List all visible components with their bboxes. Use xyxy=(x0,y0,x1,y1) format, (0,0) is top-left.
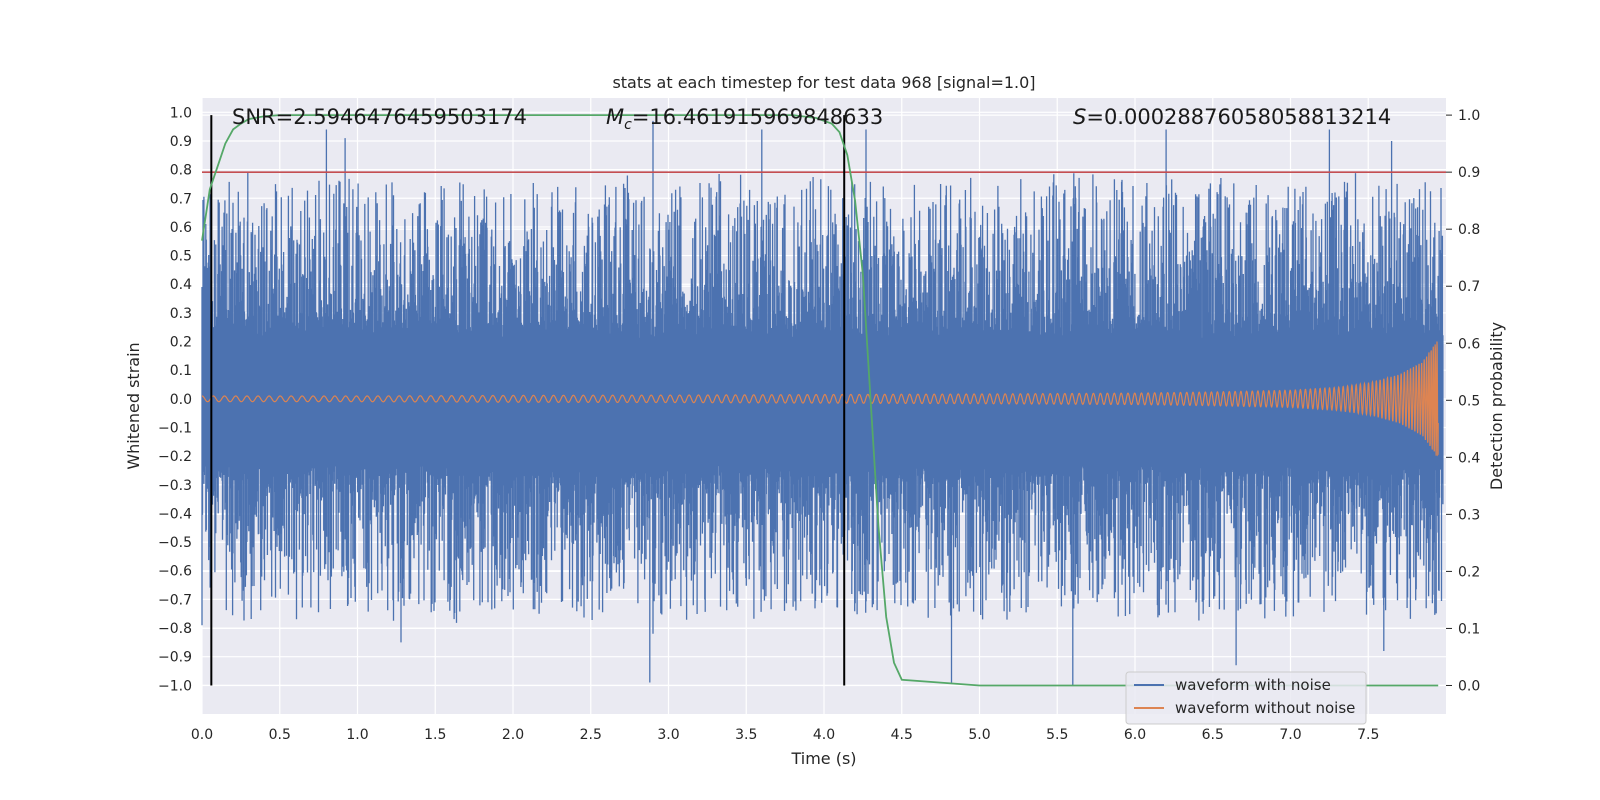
series-waveform-without-noise xyxy=(201,341,1439,457)
x-tick-label: 6.0 xyxy=(1124,727,1146,743)
x-tick-label: 5.0 xyxy=(968,727,990,743)
y-tick-label: −0.8 xyxy=(158,621,192,637)
y-tick-label: 0.5 xyxy=(170,249,192,265)
y2-tick-label: 0.1 xyxy=(1458,621,1480,637)
overlay-lines xyxy=(201,114,1446,687)
s-annotation: S=0.00028876058058813214 xyxy=(1073,105,1391,129)
y-tick-label: −0.2 xyxy=(158,449,192,465)
snr-annotation: SNR=2.5946476459503174 xyxy=(232,105,527,129)
x-tick-label: 3.5 xyxy=(735,727,757,743)
chart-title: stats at each timestep for test data 968… xyxy=(612,73,1035,92)
chirp-mass-symbol: M xyxy=(606,105,624,129)
chirp-mass-annotation: Mc=16.461915969848633 xyxy=(606,105,883,133)
x-tick-label: 4.5 xyxy=(891,727,913,743)
x-tick-label: 1.0 xyxy=(346,727,368,743)
legend-label-noisy: waveform with noise xyxy=(1175,676,1331,694)
x-tick-label: 6.5 xyxy=(1202,727,1224,743)
y-tick-label: 1.0 xyxy=(170,105,192,121)
s-symbol: S xyxy=(1073,105,1086,129)
y-tick-label: −0.3 xyxy=(158,478,192,494)
y-tick-label: 0.7 xyxy=(170,191,192,207)
y-tick-label: −1.0 xyxy=(158,678,192,694)
x-tick-label: 2.0 xyxy=(502,727,524,743)
x-tick-label: 1.5 xyxy=(424,727,446,743)
y-tick-label: −0.4 xyxy=(158,506,192,522)
noisy-waveform-path xyxy=(201,120,1444,686)
y2-tick-label: 0.2 xyxy=(1458,564,1480,580)
legend-label-clean: waveform without noise xyxy=(1175,699,1355,717)
y-tick-label: −0.5 xyxy=(158,535,192,551)
y-tick-label: 0.8 xyxy=(170,163,192,179)
y-tick-label: 0.2 xyxy=(170,335,192,351)
y-tick-label: −0.1 xyxy=(158,420,192,436)
y2-tick-label: 0.8 xyxy=(1458,222,1480,238)
x-tick-label: 4.0 xyxy=(813,727,835,743)
x-tick-label: 0.5 xyxy=(269,727,291,743)
y-tick-label: 0.4 xyxy=(170,277,192,293)
x-axis-ticks: 0.0 0.5 1.0 1.5 2.0 2.5 3.0 3.5 4.0 4.5 5.0 5.5 6.0 6… xyxy=(191,727,1380,743)
y2-tick-label: 0.3 xyxy=(1458,507,1480,523)
y-tick-label: 0.3 xyxy=(170,306,192,322)
y2-tick-label: 0.0 xyxy=(1458,678,1480,694)
clean-waveform-path xyxy=(201,341,1439,457)
y-tick-label: 0.1 xyxy=(170,363,192,379)
y-axis-label: Whitened strain xyxy=(124,342,143,469)
chirp-mass-value: =16.461915969848633 xyxy=(632,105,883,129)
y-tick-label: −0.7 xyxy=(158,592,192,608)
y2-tick-label: 0.7 xyxy=(1458,279,1480,295)
y-axis-ticks: 1.0 0.9 0.8 0.7 0.6 0.5 0.4 0.3 0.2 0.1 0.0 −0.1 −0.… xyxy=(158,105,192,694)
detection-probability-line xyxy=(201,114,1439,687)
chirp-mass-subscript: c xyxy=(624,117,632,133)
s-value: =0.00028876058058813214 xyxy=(1086,105,1391,129)
y2-axis-ticks: 1.0 0.9 0.8 0.7 0.6 0.5 0.4 0.3 0.2 0.1 0.0 xyxy=(1446,108,1480,694)
y-tick-label: 0.0 xyxy=(170,392,192,408)
y2-tick-label: 0.9 xyxy=(1458,165,1480,181)
x-tick-label: 7.5 xyxy=(1357,727,1379,743)
legend: waveform with noise waveform without noi… xyxy=(1125,671,1367,725)
x-axis-label: Time (s) xyxy=(790,749,856,768)
y2-tick-label: 0.6 xyxy=(1458,336,1480,352)
x-tick-label: 7.0 xyxy=(1279,727,1301,743)
y2-tick-label: 1.0 xyxy=(1458,108,1480,124)
x-tick-label: 0.0 xyxy=(191,727,213,743)
y2-tick-label: 0.5 xyxy=(1458,393,1480,409)
y-tick-label: 0.6 xyxy=(170,220,192,236)
x-tick-label: 2.5 xyxy=(580,727,602,743)
y2-axis-label: Detection probability xyxy=(1487,322,1506,490)
x-tick-label: 5.5 xyxy=(1046,727,1068,743)
y-tick-label: 0.9 xyxy=(170,134,192,150)
y-tick-label: −0.9 xyxy=(158,650,192,666)
legend-box xyxy=(1125,671,1367,725)
x-tick-label: 3.0 xyxy=(657,727,679,743)
y-tick-label: −0.6 xyxy=(158,564,192,580)
y2-tick-label: 0.4 xyxy=(1458,450,1480,466)
